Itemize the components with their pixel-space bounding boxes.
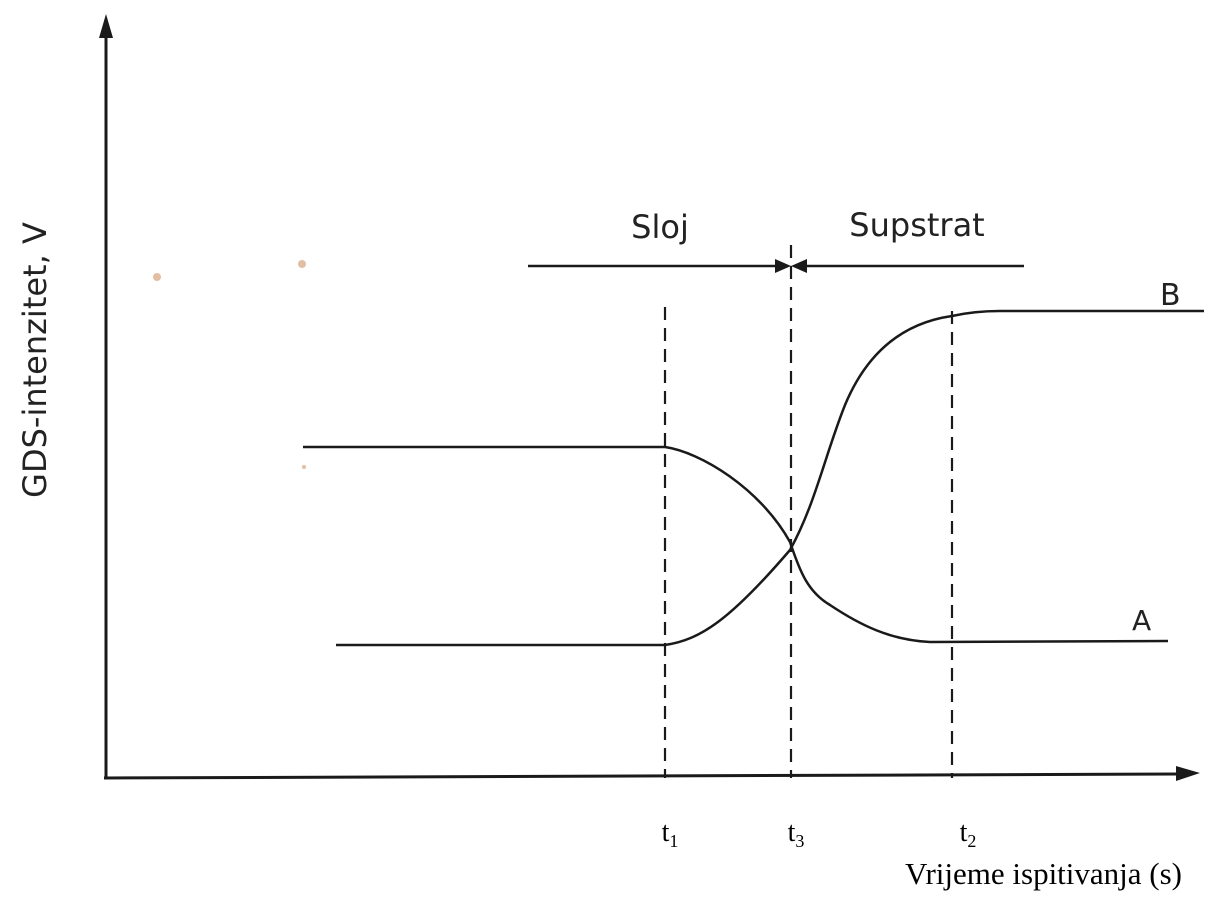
marker-t1: t1 — [662, 817, 679, 851]
scan-speck — [153, 273, 161, 281]
curve-a — [303, 445, 1169, 644]
x-axis — [103, 766, 1200, 781]
scan-speck — [302, 465, 306, 469]
x-axis-label: Vrijeme ispitivanja (s) — [905, 856, 1182, 891]
curve-b-label: B — [1160, 278, 1181, 313]
region-substrate-label: Supstrat — [849, 206, 984, 244]
curve-a-label: A — [1132, 604, 1151, 637]
substrate-region-arrow — [791, 259, 1024, 273]
curve-b — [336, 309, 1204, 647]
region-layer-label: Sloj — [631, 208, 689, 246]
y-axis — [99, 14, 113, 778]
scan-speck — [298, 260, 306, 268]
marker-t2: t2 — [960, 817, 977, 851]
marker-t3: t3 — [788, 817, 805, 851]
layer-region-arrow — [528, 259, 791, 273]
y-axis-label: GDS-intenzitet, V — [16, 222, 54, 498]
